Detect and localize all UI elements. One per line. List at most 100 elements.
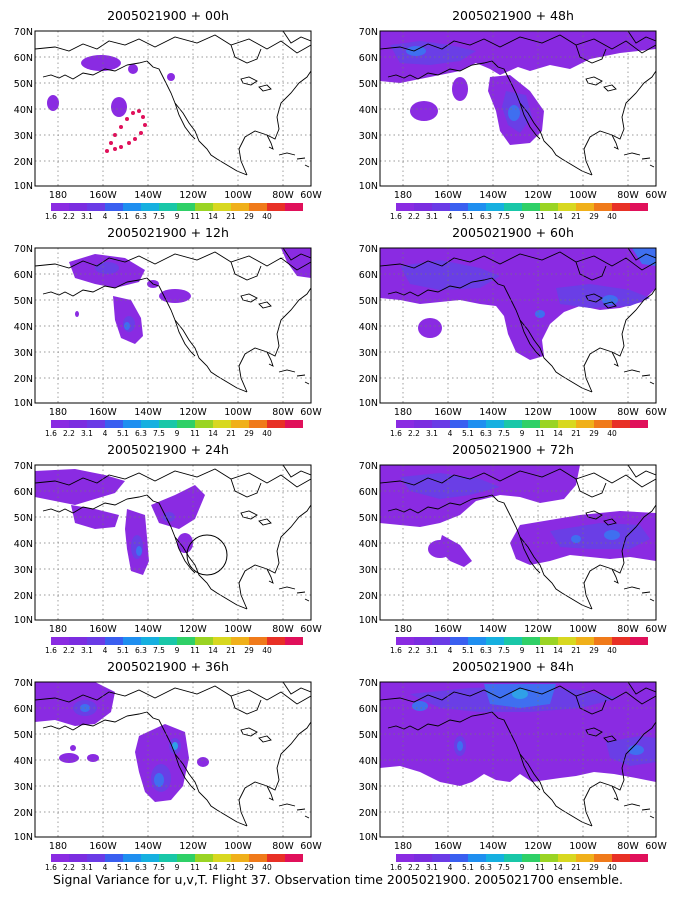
colorbar-label: 11	[190, 212, 200, 221]
lon-tick-label: 80W	[272, 624, 294, 635]
lat-axis: 70N 60N 50N 40N 30N 20N 10N	[359, 461, 378, 626]
colorbar-label: 11	[535, 863, 545, 872]
colorbar-label: 6.3	[480, 646, 492, 655]
colorbar-label: 4	[448, 863, 453, 872]
colorbar-label: 3.1	[426, 429, 438, 438]
lon-tick-label: 60W	[300, 624, 322, 635]
lat-tick-label: 40N	[14, 539, 33, 550]
lon-tick-label: 100W	[569, 407, 597, 418]
colorbar-label: 14	[208, 429, 218, 438]
lon-tick-label: 160W	[434, 190, 462, 201]
lat-tick-label: 40N	[359, 322, 378, 333]
variance-field	[69, 248, 311, 344]
colorbar-label: 5.1	[462, 429, 474, 438]
lon-tick-label: 160W	[89, 190, 117, 201]
lon-tick-label: 60W	[300, 407, 322, 418]
map-panel-1: 70N 60N 50N 40N 30N 20N 10N 180 160W 140…	[14, 27, 323, 221]
lat-tick-label: 50N	[14, 730, 33, 741]
lon-tick-label: 60W	[645, 841, 667, 852]
colorbar-label: 7.5	[498, 429, 510, 438]
colorbar-label: 21	[571, 646, 581, 655]
colorbar-label: 21	[571, 212, 581, 221]
colorbar-label: 9	[175, 429, 180, 438]
colorbar-label: 14	[553, 863, 563, 872]
lat-tick-label: 20N	[14, 157, 33, 168]
lon-tick-label: 60W	[300, 190, 322, 201]
map-panel-8: 70N 60N 50N 40N 30N 20N 10N 180 160W 140…	[359, 678, 668, 872]
colorbar-label: 3.1	[81, 212, 93, 221]
colorbar-label: 5.1	[117, 646, 129, 655]
map-panel-3: 70N 60N 50N 40N 30N 20N 10N 180 160W 140…	[14, 244, 323, 438]
lat-tick-label: 10N	[14, 398, 33, 409]
lat-tick-label: 20N	[359, 808, 378, 819]
colorbar-label: 3.1	[426, 212, 438, 221]
lat-tick-label: 60N	[359, 704, 378, 715]
colorbar-label: 40	[262, 212, 272, 221]
colorbar-label: 29	[244, 429, 254, 438]
colorbar-label: 29	[589, 212, 599, 221]
lat-axis: 70N 60N 50N 40N 30N 20N 10N	[359, 244, 378, 409]
lon-axis: 180 160W 140W 120W 100W 80W 60W	[394, 624, 667, 635]
colorbar: 1.6 2.2 3.1 4 5.1 6.3 7.5 9 11 14 21 29 …	[45, 420, 303, 438]
lon-tick-label: 140W	[134, 190, 162, 201]
colorbar-label: 40	[607, 429, 617, 438]
lat-tick-label: 20N	[359, 374, 378, 385]
lon-tick-label: 180	[49, 407, 67, 418]
colorbar-label: 6.3	[480, 212, 492, 221]
colorbar-label: 4	[448, 646, 453, 655]
lat-tick-label: 50N	[359, 296, 378, 307]
colorbar-label: 2.2	[63, 646, 75, 655]
lon-tick-label: 160W	[89, 841, 117, 852]
colorbar-label: 40	[262, 429, 272, 438]
colorbar-label: 6.3	[135, 429, 147, 438]
lat-tick-label: 40N	[359, 756, 378, 767]
colorbar-label: 11	[190, 863, 200, 872]
colorbar: 1.6 2.2 3.1 4 5.1 6.3 7.5 9 11 14 21 29 …	[390, 203, 648, 221]
lon-tick-label: 120W	[179, 190, 207, 201]
colorbar-label: 4	[103, 212, 108, 221]
lat-tick-label: 50N	[359, 730, 378, 741]
lat-tick-label: 40N	[14, 756, 33, 767]
colorbar-label: 4	[103, 429, 108, 438]
lon-tick-label: 140W	[134, 841, 162, 852]
map-panel-5: 70N 60N 50N 40N 30N 20N 10N 180 160W 140…	[14, 461, 323, 655]
colorbar-label: 40	[607, 646, 617, 655]
panel-title-2: 2005021900 + 48h	[452, 8, 574, 23]
lat-tick-label: 70N	[14, 461, 33, 472]
colorbar-label: 5.1	[117, 429, 129, 438]
colorbar-label: 40	[607, 212, 617, 221]
colorbar-label: 11	[535, 646, 545, 655]
colorbar: 1.6 2.2 3.1 4 5.1 6.3 7.5 9 11 14 21 29 …	[390, 854, 648, 872]
lon-tick-label: 140W	[479, 624, 507, 635]
colorbar-label: 14	[553, 646, 563, 655]
colorbar-label: 2.2	[63, 212, 75, 221]
colorbar-label: 1.6	[45, 429, 57, 438]
lat-tick-label: 70N	[359, 244, 378, 255]
lon-axis: 180 160W 140W 120W 100W 80W 60W	[49, 624, 322, 635]
lon-tick-label: 140W	[134, 624, 162, 635]
colorbar-label: 7.5	[153, 863, 165, 872]
lat-tick-label: 10N	[359, 181, 378, 192]
lat-tick-label: 30N	[14, 565, 33, 576]
colorbar-label: 4	[448, 212, 453, 221]
lat-tick-label: 30N	[14, 348, 33, 359]
lat-tick-label: 60N	[359, 53, 378, 64]
lat-tick-label: 70N	[359, 27, 378, 38]
lon-tick-label: 160W	[89, 624, 117, 635]
lat-tick-label: 30N	[359, 782, 378, 793]
lat-tick-label: 60N	[359, 487, 378, 498]
map-panel-6: 70N 60N 50N 40N 30N 20N 10N 180 160W 140…	[359, 461, 668, 655]
lon-tick-label: 140W	[479, 407, 507, 418]
lon-tick-label: 60W	[300, 841, 322, 852]
lat-tick-label: 60N	[14, 53, 33, 64]
colorbar-label: 29	[244, 646, 254, 655]
colorbar-label: 3.1	[426, 646, 438, 655]
colorbar-label: 4	[103, 863, 108, 872]
lat-tick-label: 30N	[359, 565, 378, 576]
lat-tick-label: 70N	[359, 461, 378, 472]
colorbar-label: 6.3	[135, 646, 147, 655]
colorbar-label: 14	[553, 429, 563, 438]
colorbar-label: 2.2	[63, 429, 75, 438]
lon-tick-label: 120W	[179, 841, 207, 852]
